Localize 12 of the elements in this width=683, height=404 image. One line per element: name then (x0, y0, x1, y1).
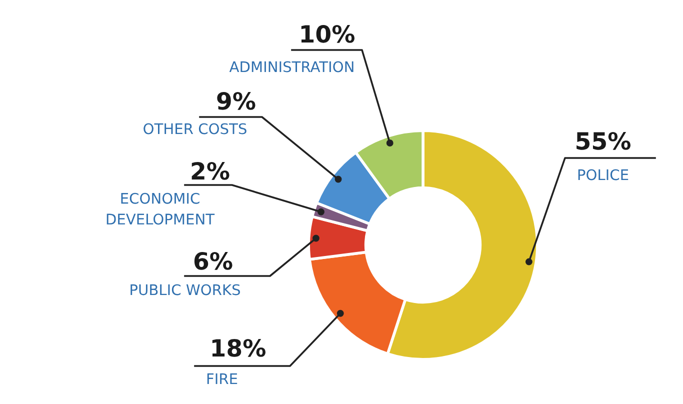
slice-label: OTHER COSTS (144, 123, 246, 134)
data-label: 55% (576, 132, 631, 150)
data-label: 9% (217, 92, 256, 110)
slice-label: ADMINISTRATION (229, 61, 354, 72)
slice-label: POLICE (578, 169, 628, 180)
slice-label: ECONOMIC DEVELOPMENT (106, 192, 215, 225)
data-label: 18% (212, 338, 266, 357)
slice-label: FIRE (207, 373, 238, 384)
data-label: 10% (301, 24, 355, 43)
slice-label: PUBLIC WORKS (130, 284, 240, 296)
data-label: 2% (192, 162, 230, 180)
data-label: 6% (194, 252, 232, 270)
